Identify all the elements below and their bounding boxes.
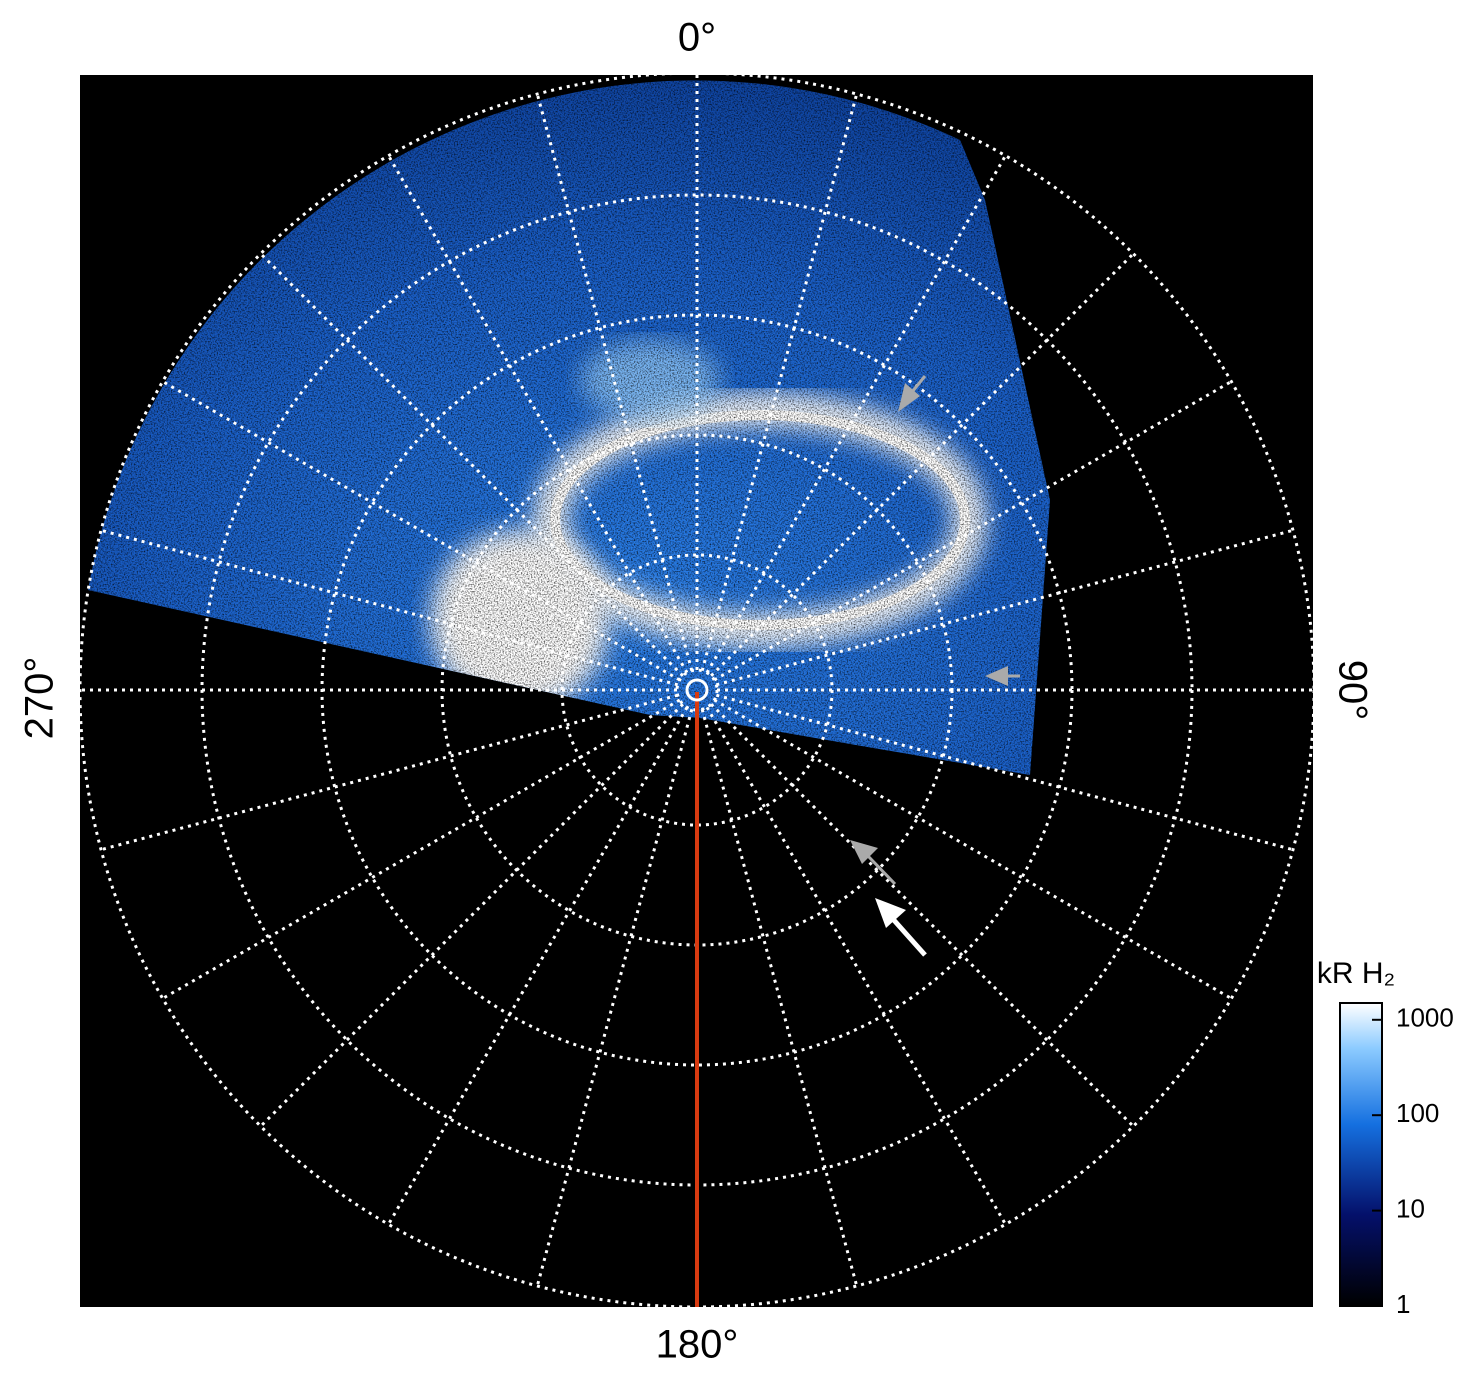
grid-spoke: [259, 703, 684, 1128]
grid-spoke: [713, 698, 1233, 1000]
grid-spoke: [100, 528, 679, 687]
colorbar-tick-label: 1000: [1396, 1003, 1454, 1033]
grid-spoke: [535, 708, 694, 1287]
grid-spoke: [705, 706, 1007, 1226]
grid-spoke: [700, 708, 859, 1287]
grid-spoke: [387, 154, 689, 674]
grid-spoke: [161, 380, 681, 682]
angle-label-left: 270°: [18, 657, 62, 740]
angle-label-bottom: 180°: [656, 1323, 739, 1367]
arrows: [850, 375, 1020, 957]
angle-label-right: 90°: [1330, 660, 1374, 721]
angle-label-top: 0°: [678, 16, 716, 60]
grid-spoke: [710, 703, 1135, 1128]
grid-spoke: [700, 93, 859, 672]
grid-spoke: [715, 528, 1294, 687]
grid-spoke: [710, 252, 1135, 677]
grid-spoke: [715, 693, 1294, 852]
grid-spoke: [535, 93, 694, 672]
grid-spoke: [259, 252, 684, 677]
grid-spoke: [387, 706, 689, 1226]
colorbar-title: kR H₂: [1317, 957, 1395, 990]
grid-spoke: [705, 154, 1007, 674]
grid-spoke: [713, 380, 1233, 682]
colorbar-tick-label: 1: [1396, 1289, 1410, 1319]
polar-grid: [78, 71, 1316, 1309]
pole-marker: [685, 678, 709, 702]
colorbar: [1339, 1002, 1383, 1307]
grid-spoke: [100, 693, 679, 852]
grid-spoke: [161, 698, 681, 1000]
colorbar-tick-label: 10: [1396, 1193, 1425, 1223]
colorbar-tick-label: 100: [1396, 1098, 1439, 1128]
